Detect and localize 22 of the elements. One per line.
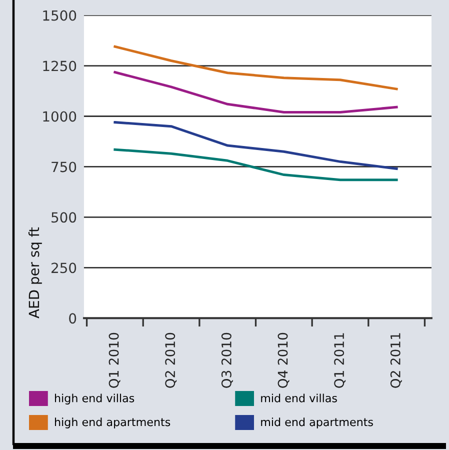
legend-label: mid end apartments	[261, 418, 373, 428]
legend-label: mid end villas	[261, 394, 337, 402]
line-series	[114, 148, 398, 182]
y-tick-label: 0	[69, 313, 76, 324]
x-tick-label: Q3 2010	[221, 332, 233, 388]
line-series	[114, 45, 398, 90]
line-series	[114, 70, 398, 114]
y-tick-label: 750	[52, 162, 76, 172]
y-tick-label: 500	[52, 212, 76, 223]
legend-label: high end villas	[55, 394, 134, 404]
x-tick-label: Q2 2010	[165, 332, 177, 388]
y-tick-label: 1500	[43, 10, 76, 21]
x-tick-label: Q4 2010	[278, 332, 290, 388]
x-tick-label: Q1 2011	[334, 333, 346, 388]
y-tick-label: 1000	[43, 111, 76, 122]
y-tick-label: 250	[52, 262, 76, 274]
x-tick-label: Q2 2011	[390, 333, 402, 388]
y-tick-label: 1250	[43, 60, 76, 72]
x-tick-label: Q1 2010	[108, 332, 120, 388]
y-axis-title: AED per sq ft	[28, 227, 42, 318]
legend-label: high end apartments	[55, 418, 170, 428]
line-series	[114, 121, 398, 170]
